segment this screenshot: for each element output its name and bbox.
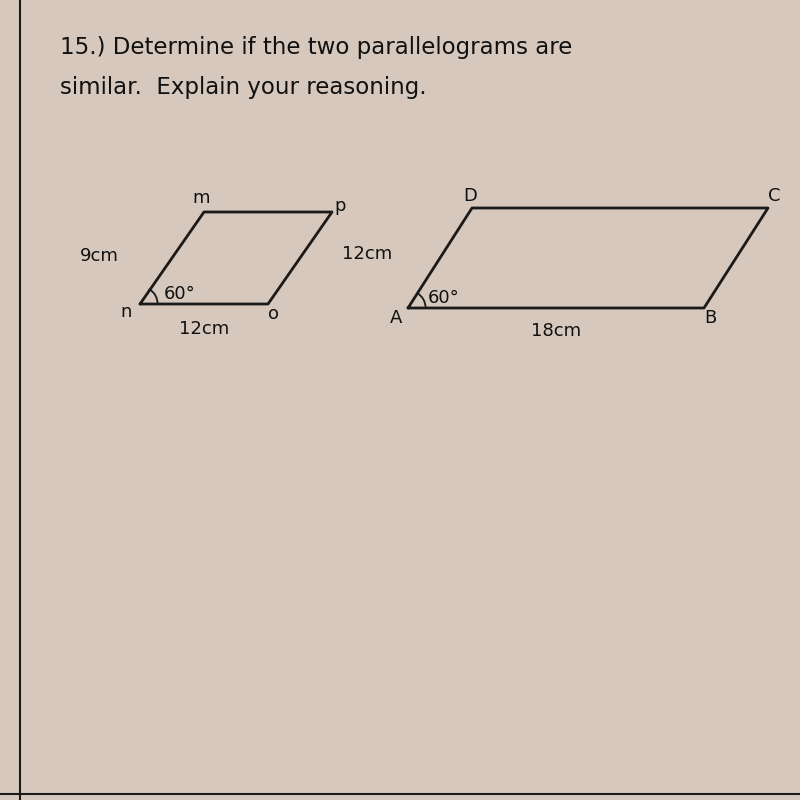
Text: 18cm: 18cm bbox=[531, 322, 581, 339]
Text: A: A bbox=[390, 310, 402, 327]
Text: 12cm: 12cm bbox=[179, 320, 229, 338]
Text: 12cm: 12cm bbox=[342, 246, 392, 263]
Text: B: B bbox=[704, 310, 717, 327]
Text: m: m bbox=[193, 190, 210, 207]
Text: C: C bbox=[768, 187, 781, 205]
Text: 9cm: 9cm bbox=[79, 247, 118, 265]
Text: 15.) Determine if the two parallelograms are: 15.) Determine if the two parallelograms… bbox=[60, 36, 572, 59]
Text: 60°: 60° bbox=[428, 290, 460, 307]
Text: similar.  Explain your reasoning.: similar. Explain your reasoning. bbox=[60, 76, 426, 99]
Text: n: n bbox=[121, 303, 132, 321]
Text: p: p bbox=[334, 198, 346, 215]
Text: D: D bbox=[463, 187, 478, 205]
Text: 60°: 60° bbox=[164, 286, 196, 303]
Text: o: o bbox=[268, 305, 279, 322]
